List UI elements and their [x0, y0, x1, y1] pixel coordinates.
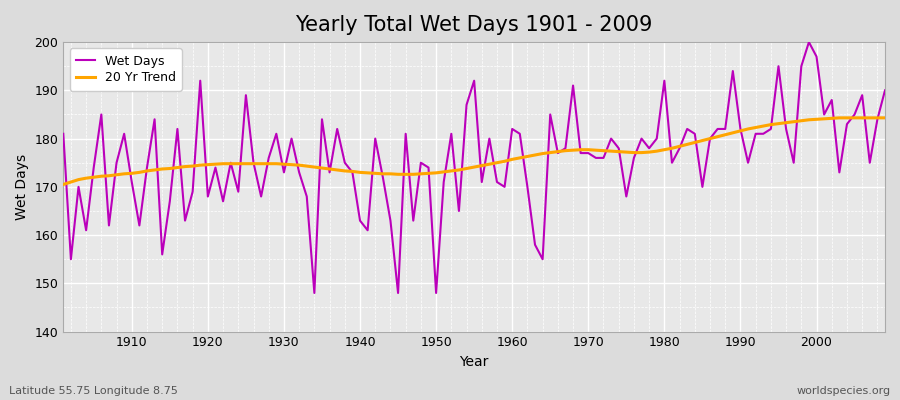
Wet Days — [606, 136, 616, 141]
Title: Yearly Total Wet Days 1901 - 2009: Yearly Total Wet Days 1901 - 2009 — [295, 15, 652, 35]
20 Yr Trend — [598, 148, 609, 153]
Wet Days — [339, 160, 350, 165]
Wet Days — [309, 290, 320, 295]
20 Yr Trend — [834, 116, 845, 120]
X-axis label: Year: Year — [460, 355, 489, 369]
20 Yr Trend — [879, 116, 890, 120]
Wet Days — [804, 40, 814, 44]
20 Yr Trend — [58, 182, 68, 187]
20 Yr Trend — [500, 159, 510, 164]
20 Yr Trend — [286, 162, 297, 167]
Wet Days — [58, 131, 68, 136]
Line: 20 Yr Trend: 20 Yr Trend — [63, 118, 885, 184]
Wet Days — [119, 131, 130, 136]
Wet Days — [286, 136, 297, 141]
Y-axis label: Wet Days: Wet Days — [15, 154, 29, 220]
Wet Days — [507, 126, 517, 131]
20 Yr Trend — [332, 168, 343, 172]
20 Yr Trend — [119, 172, 130, 176]
Line: Wet Days: Wet Days — [63, 42, 885, 293]
Legend: Wet Days, 20 Yr Trend: Wet Days, 20 Yr Trend — [69, 48, 182, 91]
Wet Days — [879, 88, 890, 93]
Text: worldspecies.org: worldspecies.org — [796, 386, 891, 396]
Wet Days — [515, 131, 526, 136]
Text: Latitude 55.75 Longitude 8.75: Latitude 55.75 Longitude 8.75 — [9, 386, 178, 396]
20 Yr Trend — [507, 157, 517, 162]
